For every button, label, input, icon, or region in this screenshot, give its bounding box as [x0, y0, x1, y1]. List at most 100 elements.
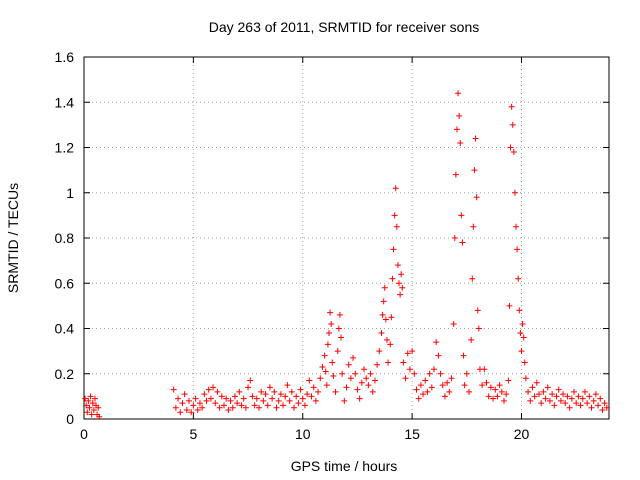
data-point [85, 397, 92, 404]
data-point [461, 382, 468, 389]
data-point [280, 402, 287, 409]
data-point [456, 112, 463, 119]
data-point [400, 359, 407, 366]
data-point [391, 212, 398, 219]
data-point [573, 400, 580, 407]
data-point [256, 404, 262, 411]
data-point [487, 384, 494, 391]
data-point [568, 395, 575, 402]
data-point [398, 271, 405, 278]
data-point [588, 404, 595, 411]
data-point [457, 139, 464, 146]
data-point [399, 284, 406, 291]
data-point [343, 384, 350, 391]
data-point [455, 90, 462, 97]
y-tick-label: 0 [66, 411, 74, 427]
data-point [374, 361, 381, 368]
data-point [275, 397, 282, 404]
data-point [551, 402, 558, 409]
data-point [317, 375, 324, 382]
data-point [295, 400, 302, 407]
data-point [458, 212, 465, 219]
data-point [95, 404, 102, 411]
data-point [542, 395, 549, 402]
data-point [229, 404, 236, 411]
data-point [328, 320, 335, 327]
data-point [452, 171, 459, 178]
data-point [96, 413, 103, 420]
y-tick-label: 1.2 [55, 140, 75, 156]
data-point [183, 406, 190, 413]
data-point [518, 348, 525, 355]
data-point [413, 386, 420, 393]
data-point [525, 388, 532, 395]
data-point [218, 393, 225, 400]
data-point [577, 402, 584, 409]
data-point [225, 406, 232, 413]
y-tick-label: 0.4 [55, 321, 75, 337]
data-point [428, 384, 435, 391]
y-tick-label: 0.6 [55, 275, 75, 291]
data-point [282, 393, 289, 400]
data-point [345, 361, 352, 368]
chart-title: Day 263 of 2011, SRMTID for receiver son… [209, 19, 480, 35]
x-tick-label: 10 [295, 426, 311, 442]
data-point [297, 386, 304, 393]
data-point [284, 382, 291, 389]
data-point [245, 384, 252, 391]
data-point [385, 359, 392, 366]
data-point [406, 366, 413, 373]
data-point [277, 391, 284, 398]
data-point [181, 391, 188, 398]
data-point [332, 388, 339, 395]
data-point [448, 375, 455, 382]
data-point [238, 402, 245, 409]
data-point [347, 375, 354, 382]
data-point [475, 325, 482, 332]
data-point [376, 348, 383, 355]
data-point [249, 393, 256, 400]
data-point [304, 391, 311, 398]
data-point [571, 388, 577, 395]
data-point [466, 388, 472, 395]
data-point [207, 395, 214, 402]
data-point [409, 348, 416, 355]
data-point [450, 320, 457, 327]
data-point [560, 391, 567, 398]
data-point [459, 239, 466, 246]
data-point [479, 382, 486, 389]
data-point [186, 397, 192, 404]
data-point [599, 406, 606, 413]
data-point [258, 388, 265, 395]
data-point [266, 384, 273, 391]
data-point [422, 377, 429, 384]
data-point [404, 350, 411, 357]
data-point [415, 395, 422, 402]
data-point [177, 409, 184, 416]
x-tick-label: 15 [404, 426, 420, 442]
data-point [496, 382, 503, 389]
data-point [472, 135, 479, 142]
data-point [194, 406, 201, 413]
y-tick-label: 1.4 [55, 94, 75, 110]
data-point [371, 377, 378, 384]
data-point [540, 388, 547, 395]
data-point [481, 366, 488, 373]
data-point [273, 404, 280, 411]
data-point [330, 373, 337, 380]
grid [84, 57, 609, 419]
data-point [251, 402, 258, 409]
data-point [579, 395, 586, 402]
data-point [595, 402, 602, 409]
data-point [388, 314, 395, 321]
data-point [172, 404, 179, 411]
data-point [592, 391, 599, 398]
data-point [286, 397, 293, 404]
data-point [240, 395, 247, 402]
data-point [336, 311, 343, 318]
data-point [188, 409, 195, 416]
data-point [190, 402, 197, 409]
data-point [341, 397, 348, 404]
data-point [192, 395, 199, 402]
